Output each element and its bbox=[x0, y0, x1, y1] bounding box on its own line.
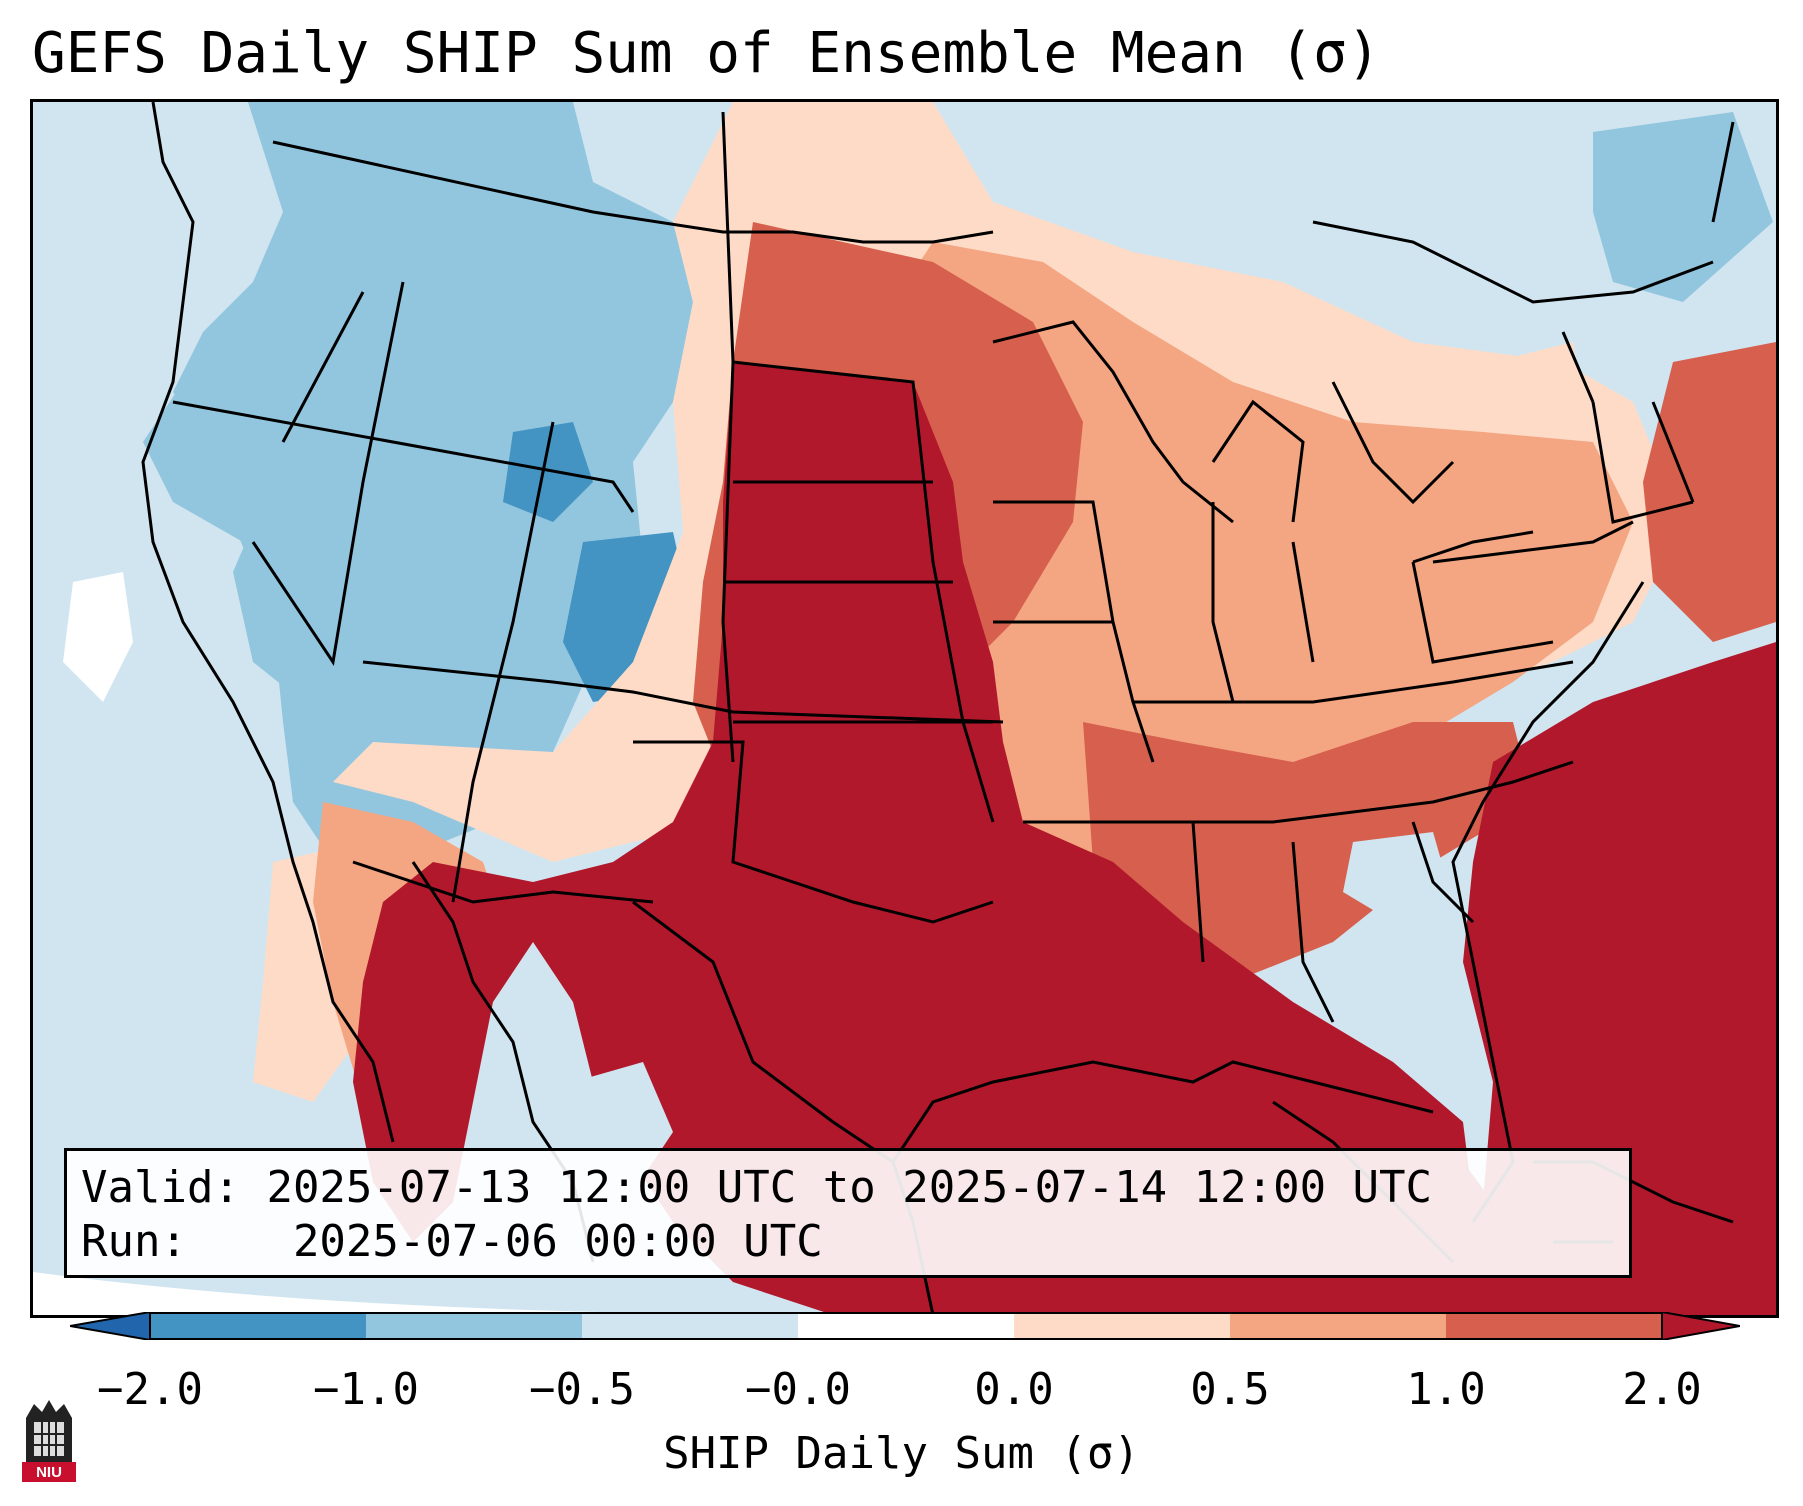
colorbar-tick: −1.0 bbox=[313, 1364, 419, 1415]
run-label: Run: bbox=[81, 1216, 187, 1267]
colorbar-tick: 1.0 bbox=[1406, 1364, 1486, 1415]
region-great-basin bbox=[233, 502, 363, 702]
colorbar-bin-2 bbox=[366, 1312, 582, 1340]
map-panel bbox=[30, 99, 1779, 1318]
region-pacific-blue bbox=[143, 352, 333, 542]
region-southeast-blue bbox=[1343, 832, 1453, 922]
chart-title: GEFS Daily SHIP Sum of Ensemble Mean (σ) bbox=[32, 21, 1381, 86]
run-value: 2025-07-06 00:00 UTC bbox=[292, 1216, 823, 1267]
colorbar-tick: 0.0 bbox=[974, 1364, 1054, 1415]
colorbar-tick: 0.5 bbox=[1190, 1364, 1270, 1415]
colorbar-bin-5 bbox=[1014, 1312, 1230, 1340]
region-southeast-red bbox=[1083, 722, 1533, 982]
logo-text: NIU bbox=[36, 1464, 62, 1481]
validity-info-box: Valid: 2025-07-13 12:00 UTC to 2025-07-1… bbox=[64, 1148, 1632, 1278]
anomaly-map bbox=[33, 102, 1776, 1315]
colorbar-label: SHIP Daily Sum (σ) bbox=[663, 1428, 1140, 1479]
region-nw-snow bbox=[63, 572, 133, 702]
colorbar-bin-1 bbox=[150, 1312, 366, 1340]
colorbar-outline bbox=[149, 1312, 1663, 1340]
region-northeast-red bbox=[1643, 342, 1776, 642]
colorbar-bin-7 bbox=[1446, 1312, 1662, 1340]
valid-value: 2025-07-13 12:00 UTC to 2025-07-14 12:00… bbox=[266, 1162, 1433, 1213]
colorbar-tick: 2.0 bbox=[1622, 1364, 1702, 1415]
colorbar-bin-4 bbox=[798, 1312, 1014, 1340]
colorbar-bin-3 bbox=[582, 1312, 798, 1340]
colorbar-tick: −0.0 bbox=[745, 1364, 851, 1415]
region-idaho-dark bbox=[503, 422, 593, 522]
niu-logo: NIU bbox=[22, 1400, 76, 1482]
region-ne-canada-blue bbox=[1593, 112, 1773, 302]
colorbar-bin-6 bbox=[1230, 1312, 1446, 1340]
colorbar bbox=[70, 1312, 1740, 1340]
colorbar-extend-low bbox=[70, 1312, 151, 1340]
colorbar-extend-high bbox=[1661, 1312, 1740, 1340]
colorbar-tick: −2.0 bbox=[97, 1364, 203, 1415]
region-atlantic-darkred bbox=[1433, 642, 1776, 1315]
valid-label: Valid: bbox=[81, 1162, 240, 1213]
colorbar-tick: −0.5 bbox=[529, 1364, 635, 1415]
